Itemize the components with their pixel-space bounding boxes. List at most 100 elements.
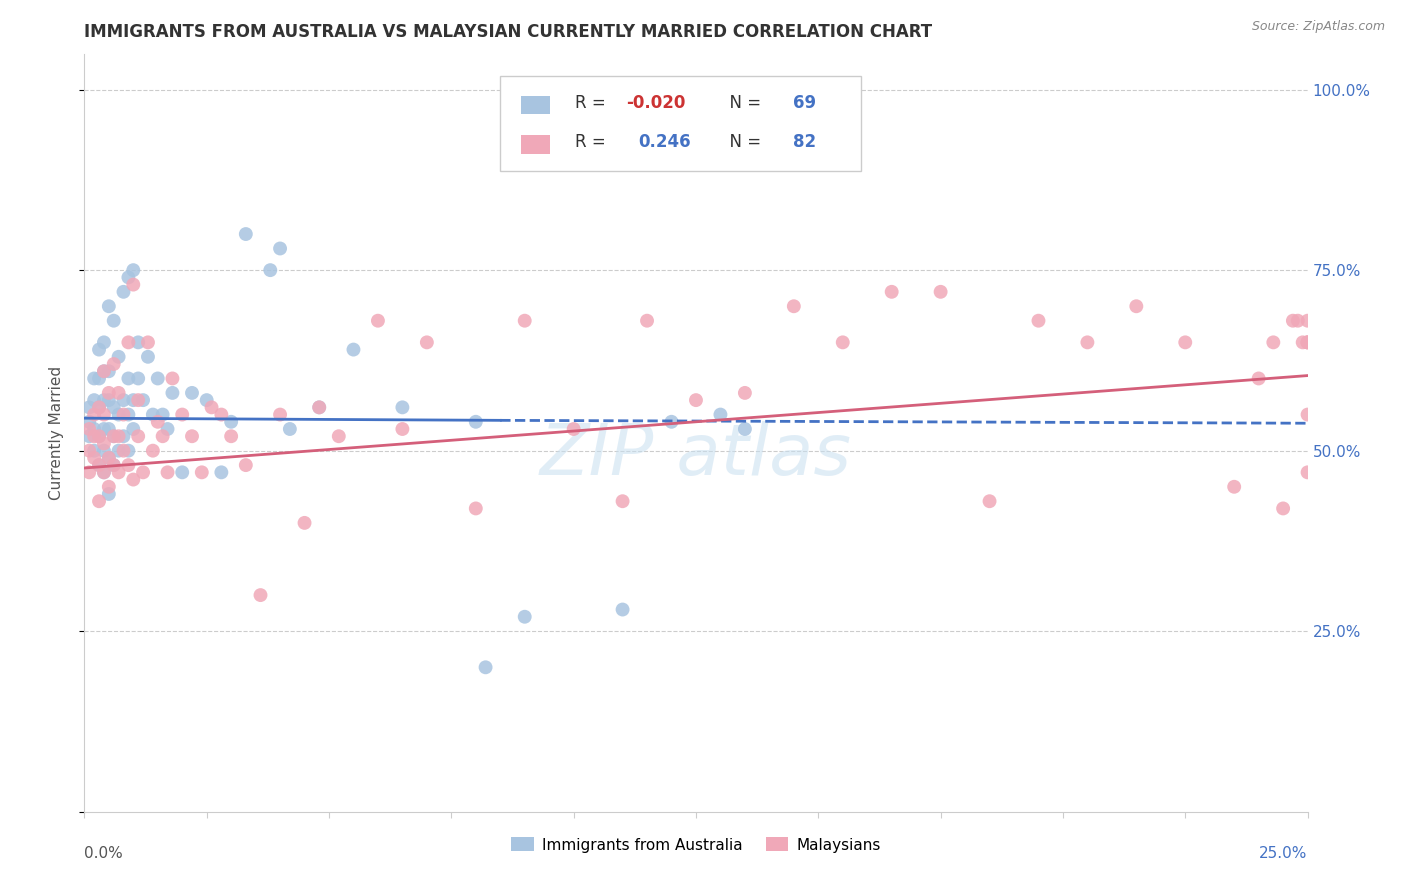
Legend: Immigrants from Australia, Malaysians: Immigrants from Australia, Malaysians	[505, 831, 887, 859]
Point	[83, 443, 105, 458]
Point	[1125, 299, 1147, 313]
Point	[308, 401, 330, 415]
Point	[83, 371, 105, 385]
Text: Source: ZipAtlas.com: Source: ZipAtlas.com	[1251, 20, 1385, 33]
Point	[122, 277, 145, 292]
Point	[77, 466, 100, 480]
Point	[93, 335, 115, 350]
Point	[87, 371, 110, 385]
Point	[636, 314, 658, 328]
Point	[308, 401, 330, 415]
Point	[117, 408, 139, 422]
Text: 0.0%: 0.0%	[84, 846, 124, 861]
Point	[87, 429, 110, 443]
Point	[77, 429, 100, 443]
Point	[831, 335, 853, 350]
Point	[191, 466, 214, 480]
Point	[1263, 335, 1285, 350]
Point	[1223, 480, 1246, 494]
Point	[1292, 335, 1315, 350]
Point	[1247, 371, 1270, 385]
Point	[97, 393, 120, 408]
Text: N =: N =	[720, 94, 766, 112]
Text: 0.246: 0.246	[638, 133, 692, 152]
Point	[93, 393, 115, 408]
Point	[107, 350, 129, 364]
Point	[83, 408, 105, 422]
Point	[1286, 314, 1309, 328]
Point	[97, 450, 120, 465]
Point	[146, 371, 169, 385]
Text: 82: 82	[793, 133, 815, 152]
Point	[103, 429, 125, 443]
Point	[112, 429, 135, 443]
Point	[1272, 501, 1295, 516]
Point	[136, 335, 159, 350]
Point	[1296, 335, 1319, 350]
Point	[107, 466, 129, 480]
Point	[219, 429, 242, 443]
Point	[127, 371, 149, 385]
Point	[734, 385, 756, 400]
Point	[513, 609, 536, 624]
Point	[156, 466, 179, 480]
Point	[87, 401, 110, 415]
Text: ZIP atlas: ZIP atlas	[540, 421, 852, 490]
Point	[77, 443, 100, 458]
Point	[83, 393, 105, 408]
Point	[249, 588, 271, 602]
Point	[342, 343, 364, 357]
Point	[880, 285, 903, 299]
Point	[979, 494, 1001, 508]
Point	[162, 371, 184, 385]
Point	[112, 285, 135, 299]
Point	[259, 263, 281, 277]
Point	[103, 401, 125, 415]
Point	[269, 242, 291, 256]
Point	[391, 401, 413, 415]
Point	[328, 429, 350, 443]
Point	[122, 422, 145, 436]
Point	[132, 466, 155, 480]
Text: 69: 69	[793, 94, 815, 112]
Point	[474, 660, 496, 674]
Point	[1296, 335, 1319, 350]
Bar	[522, 96, 550, 114]
Point	[77, 401, 100, 415]
Point	[162, 385, 184, 400]
Point	[612, 602, 634, 616]
Point	[97, 385, 120, 400]
FancyBboxPatch shape	[501, 77, 860, 171]
Point	[367, 314, 389, 328]
Point	[391, 422, 413, 436]
Point	[103, 458, 125, 472]
Point	[93, 436, 115, 450]
Point	[97, 450, 120, 465]
Point	[93, 466, 115, 480]
Text: R =: R =	[575, 94, 610, 112]
Point	[416, 335, 439, 350]
Point	[97, 487, 120, 501]
Point	[122, 393, 145, 408]
Point	[294, 516, 316, 530]
Point	[117, 443, 139, 458]
Point	[93, 364, 115, 378]
Point	[142, 443, 165, 458]
Point	[661, 415, 683, 429]
Point	[97, 480, 120, 494]
Point	[93, 443, 115, 458]
Point	[181, 429, 204, 443]
Point	[127, 335, 149, 350]
Point	[122, 473, 145, 487]
Point	[87, 458, 110, 472]
Point	[97, 364, 120, 378]
Point	[83, 429, 105, 443]
Point	[219, 415, 242, 429]
Point	[1076, 335, 1098, 350]
Point	[97, 299, 120, 313]
Text: -0.020: -0.020	[626, 94, 686, 112]
Point	[269, 408, 291, 422]
Point	[112, 443, 135, 458]
Point	[107, 408, 129, 422]
Point	[195, 393, 218, 408]
